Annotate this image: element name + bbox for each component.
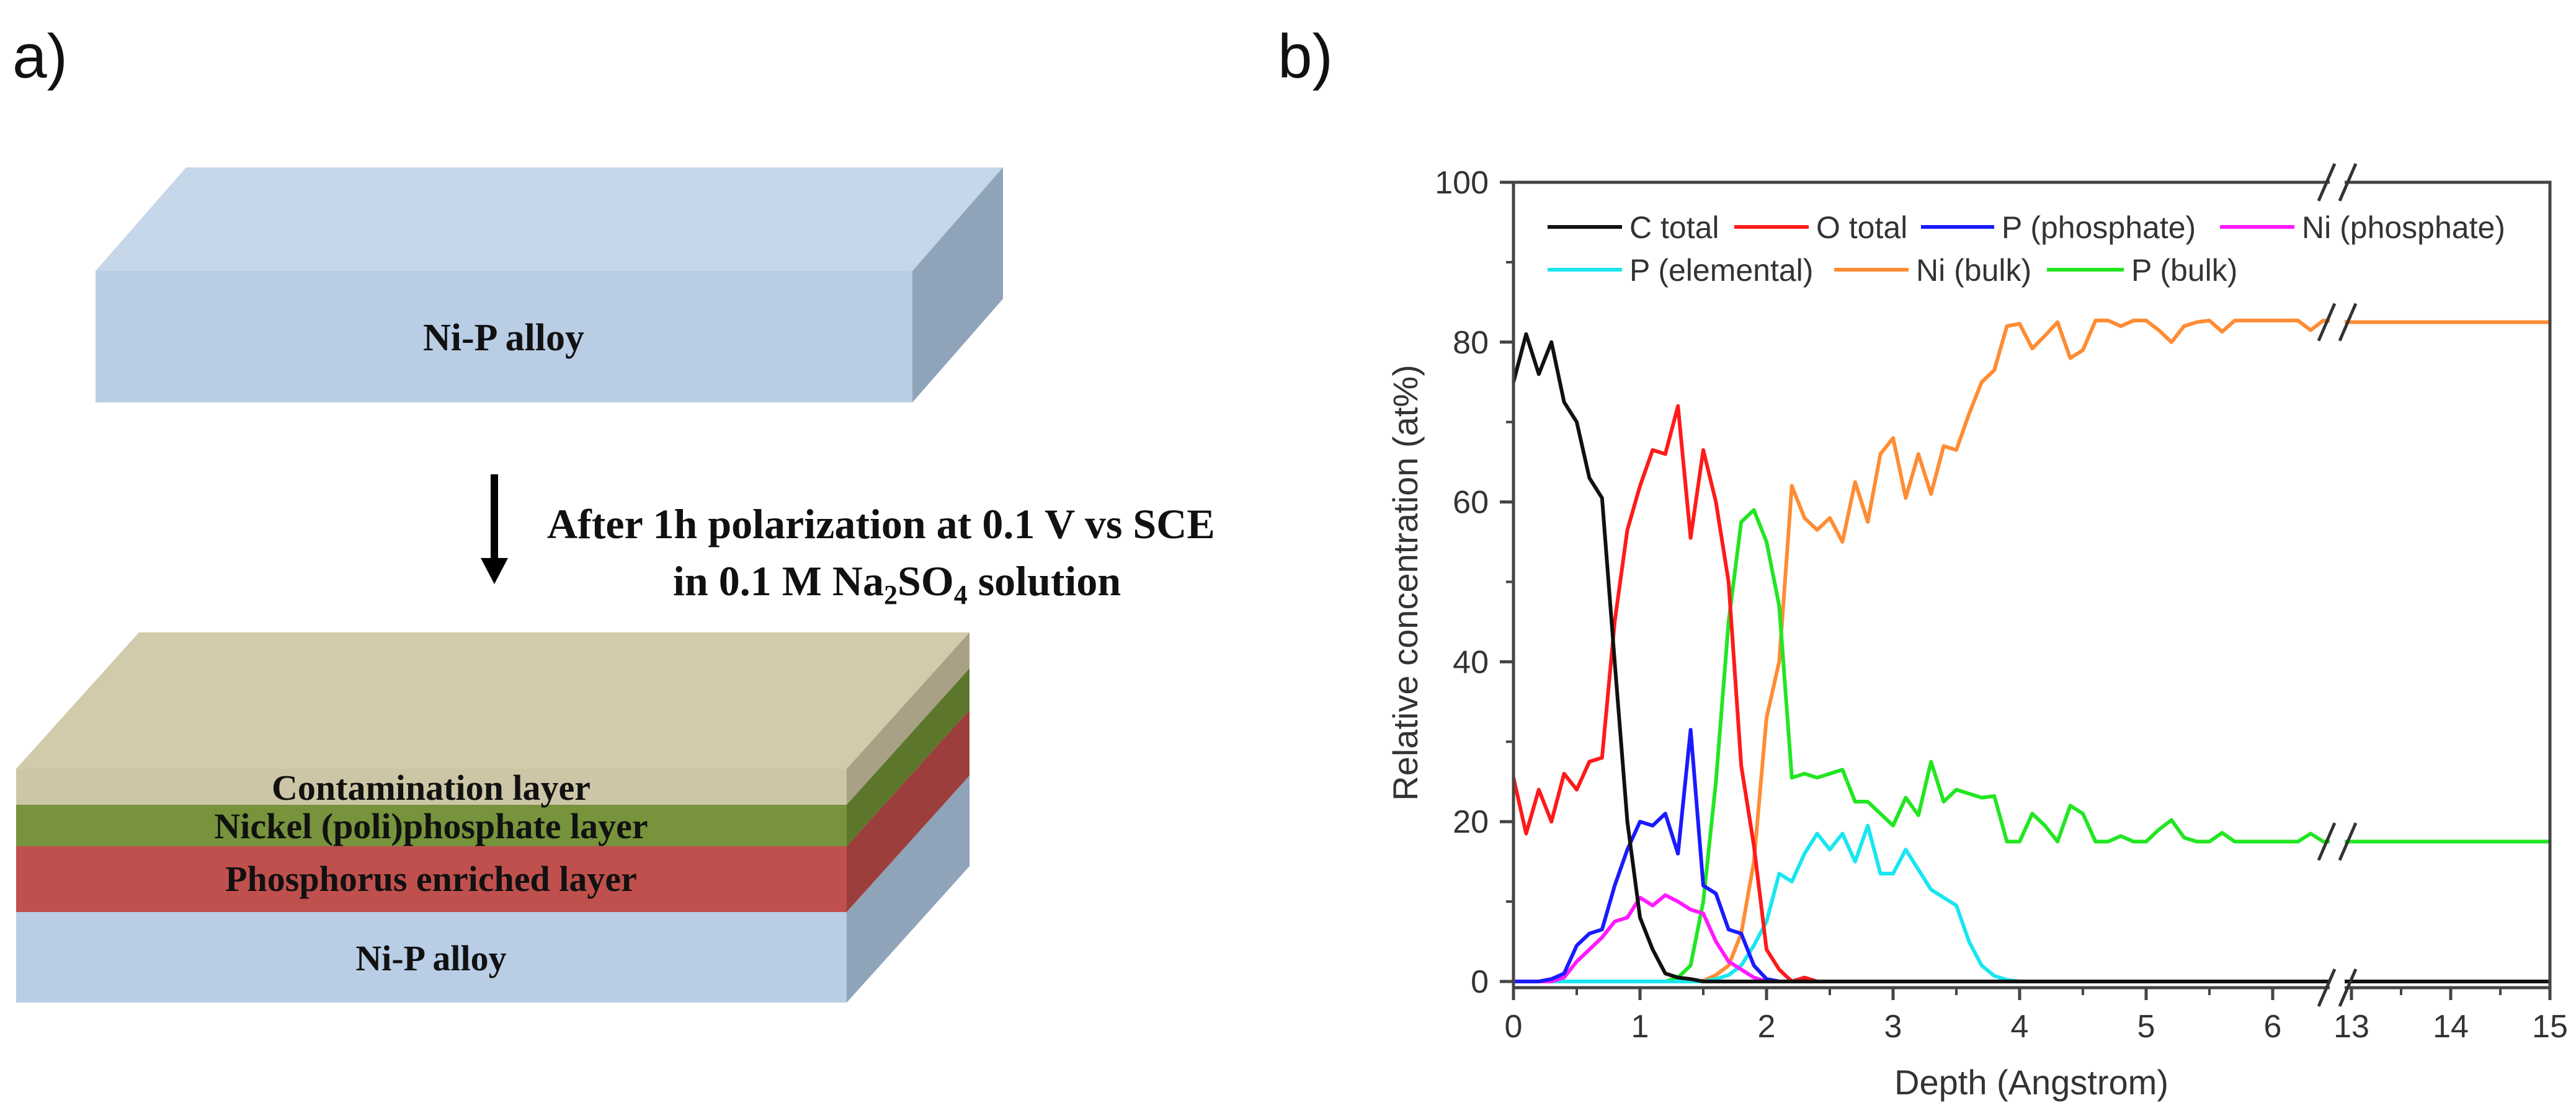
phosphate-side — [847, 668, 969, 846]
panel-b-chart: b) 0 20 40 60 80 100 0 1 2 3 4 5 6 13 14 15 C total O to… — [1278, 22, 2568, 1102]
process-arrow — [481, 474, 508, 584]
legend-label: P (phosphate) — [2002, 210, 2196, 245]
layered-block: Contamination layer Nickel (poli)phospha… — [16, 632, 969, 1003]
ni-p-alloy-layer — [16, 912, 847, 1003]
top-block-label: Ni-P alloy — [423, 317, 584, 359]
x-axis-title: Depth (Angstrom) — [1894, 1063, 2168, 1102]
legend-label: Ni (phosphate) — [2302, 210, 2505, 245]
axis-break-mark — [2338, 163, 2358, 202]
panel-b-label: b) — [1278, 22, 1333, 91]
layer-label-phosphate: Nickel (poli)phosphate layer — [214, 806, 648, 846]
x-tick-label: 13 — [2333, 1009, 2369, 1045]
y-tick-label: 80 — [1453, 325, 1489, 361]
y-tick-label: 20 — [1453, 804, 1489, 840]
axis-break-mark — [2338, 303, 2358, 342]
down-arrow-icon — [481, 558, 508, 584]
y-tick-label: 60 — [1453, 485, 1489, 521]
legend-label: P (bulk) — [2131, 253, 2237, 288]
legend-label: O total — [1816, 210, 1907, 245]
x-tick-label: 1 — [1631, 1009, 1649, 1045]
legend-label: P (elemental) — [1629, 253, 1813, 288]
series-line-ni-bulk — [1513, 319, 2550, 983]
top-block-front-face — [96, 271, 912, 402]
series-line-p-elemental — [1513, 823, 2550, 983]
x-tick-label: 3 — [1884, 1009, 1902, 1045]
axis-break-mark — [2338, 822, 2358, 861]
series-line-c-total — [1512, 332, 2550, 983]
process-description-line1: After 1h polarization at 0.1 V vs SCE — [547, 500, 1215, 547]
x-tick-label: 6 — [2264, 1009, 2282, 1045]
phosphorus-enriched-layer — [16, 846, 847, 912]
contamination-top-face — [16, 632, 969, 769]
x-tick-label: 15 — [2532, 1009, 2568, 1045]
panel-a-label: a) — [12, 22, 68, 91]
axis-break-mark — [2338, 968, 2358, 1007]
x-tick-label: 14 — [2433, 1009, 2469, 1045]
panel-a-diagram: a) Ni-P alloy After 1h polarization at 0… — [12, 22, 1215, 1003]
axis-break-mark — [2317, 968, 2337, 1007]
y-tick-label: 100 — [1435, 165, 1489, 201]
axes: 0 20 40 60 80 100 0 1 2 3 4 5 6 13 14 15 — [1435, 163, 2568, 1045]
y-tick-label: 40 — [1453, 644, 1489, 680]
plot-frame — [1512, 180, 2552, 990]
axis-break-mark — [2317, 303, 2337, 342]
top-block: Ni-P alloy — [96, 167, 1003, 402]
legend: C total O total P (phosphate) Ni (phosphate… — [1548, 210, 2505, 288]
contamination-side — [847, 632, 969, 805]
x-tick-label: 2 — [1758, 1009, 1776, 1045]
layer-label-phosphorus-enriched: Phosphorus enriched layer — [225, 859, 637, 899]
plot-lines — [1512, 319, 2550, 983]
layer-label-contamination: Contamination layer — [272, 768, 591, 808]
phosphate-layer — [16, 805, 847, 846]
series-line-ni-phosphate — [1513, 893, 2550, 983]
contamination-layer — [16, 769, 847, 805]
process-description-line2: in 0.1 M Na2SO4 solution — [673, 557, 1121, 610]
layer-label-ni-p-alloy: Ni-P alloy — [355, 938, 506, 978]
x-tick-label: 0 — [1505, 1009, 1523, 1045]
phosphorus-enriched-side — [847, 710, 969, 912]
ni-p-alloy-side — [847, 776, 969, 1003]
series-line-p-phosphate — [1513, 728, 2550, 983]
axis-break-mark — [2317, 822, 2337, 861]
legend-label: Ni (bulk) — [1916, 253, 2031, 288]
legend-label: C total — [1629, 210, 1719, 245]
axis-break-mark — [2317, 163, 2337, 202]
top-block-top-face — [96, 167, 1003, 271]
x-tick-label: 4 — [2011, 1009, 2029, 1045]
y-axis-title: Relative concentration (at%) — [1386, 365, 1425, 800]
top-block-side-face — [912, 167, 1003, 402]
y-tick-label: 0 — [1471, 964, 1489, 1000]
series-line-p-bulk — [1513, 508, 2550, 983]
x-tick-label: 5 — [2137, 1009, 2155, 1045]
